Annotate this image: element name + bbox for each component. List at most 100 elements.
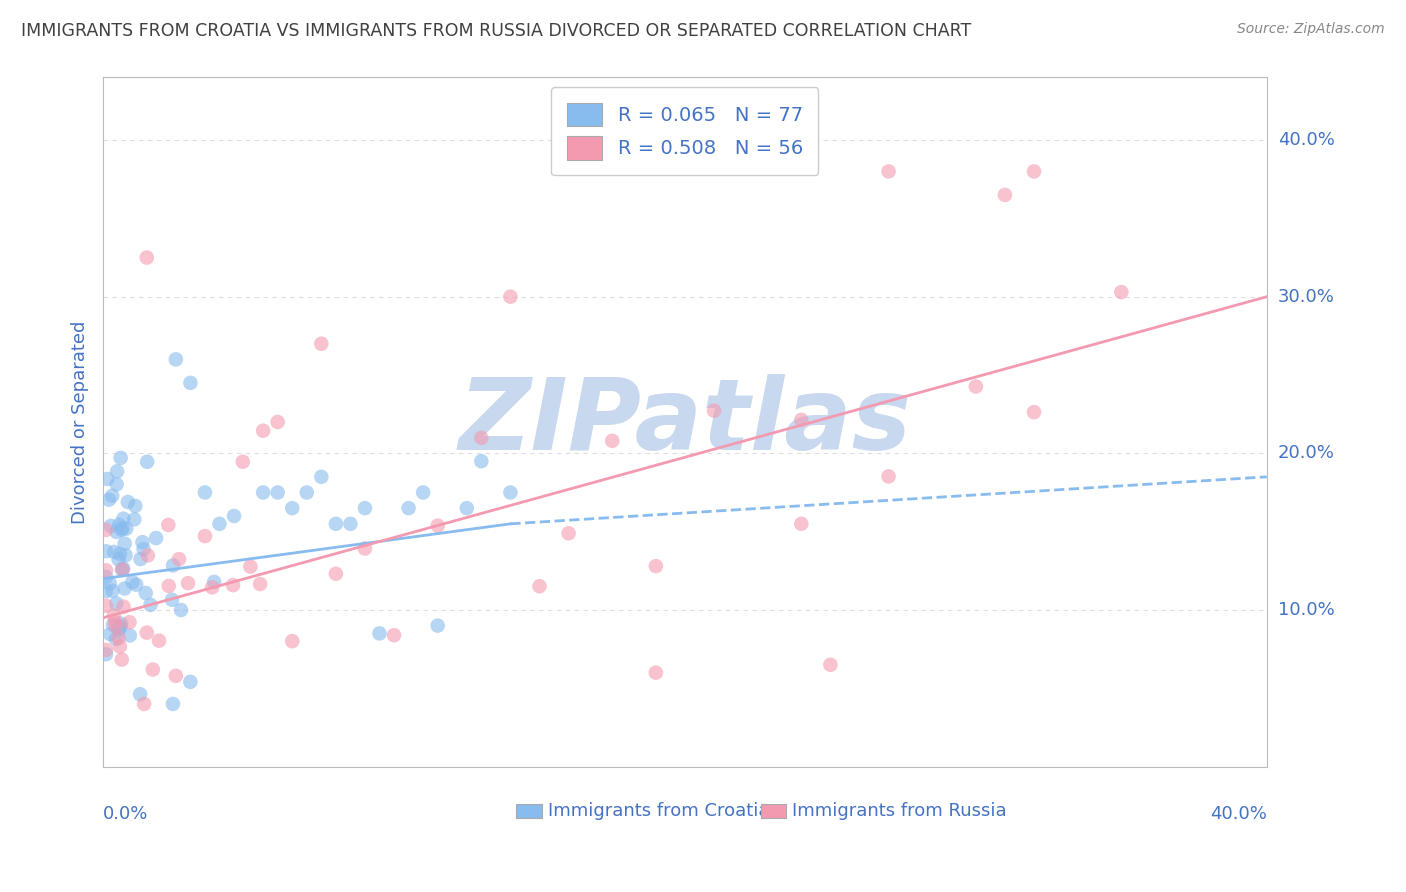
FancyBboxPatch shape [761,805,786,818]
Point [311,470,333,484]
Point [105,464,128,478]
Text: Source: ZipAtlas.com: Source: ZipAtlas.com [1237,22,1385,37]
Point [112,599,135,614]
Point [412,485,434,500]
Point [104,632,127,646]
Point [97,492,120,507]
Point [165,352,187,367]
Point [111,562,134,576]
Point [644,559,666,574]
Point [145,531,167,545]
Point [135,586,157,600]
Point [94,544,117,558]
Point [105,597,128,611]
Point [790,413,813,427]
Point [470,454,492,468]
Point [1022,164,1045,178]
Point [499,485,522,500]
Point [131,535,153,549]
Point [790,516,813,531]
Point [117,495,139,509]
Point [368,626,391,640]
Point [252,485,274,500]
Text: Immigrants from Russia: Immigrants from Russia [792,803,1007,821]
Point [222,508,245,523]
Point [194,485,217,500]
Point [529,579,551,593]
Point [107,552,129,566]
Point [94,584,117,599]
Point [281,501,304,516]
Point [162,558,184,573]
Point [108,517,131,532]
Point [499,290,522,304]
Point [96,472,118,486]
Text: 30.0%: 30.0% [1278,288,1334,306]
Point [194,529,217,543]
Point [644,665,666,680]
Point [339,516,361,531]
Text: IMMIGRANTS FROM CROATIA VS IMMIGRANTS FROM RUSSIA DIVORCED OR SEPARATED CORRELAT: IMMIGRANTS FROM CROATIA VS IMMIGRANTS FR… [21,22,972,40]
Point [111,563,134,577]
Point [108,621,131,635]
Point [103,608,125,623]
Point [114,536,136,550]
Point [139,598,162,612]
Text: Immigrants from Croatia: Immigrants from Croatia [548,803,769,821]
Legend: R = 0.065   N = 77, R = 0.508   N = 56: R = 0.065 N = 77, R = 0.508 N = 56 [551,87,818,176]
Point [125,577,148,591]
Point [965,379,987,393]
Point [132,542,155,557]
Point [136,549,159,563]
Point [877,469,900,483]
Point [108,547,131,561]
Point [382,628,405,642]
Point [110,523,132,537]
Text: 0.0%: 0.0% [103,805,149,823]
Point [208,516,231,531]
Point [202,574,225,589]
Point [354,501,377,516]
Point [179,376,201,390]
Point [162,697,184,711]
Point [877,164,900,178]
Point [325,516,347,531]
Text: 40.0%: 40.0% [1211,805,1267,823]
Point [110,619,132,633]
Point [557,526,579,541]
Point [94,563,117,577]
Text: ZIPatlas: ZIPatlas [458,374,911,470]
Point [114,582,136,596]
Point [135,625,157,640]
Point [124,512,146,526]
Point [121,575,143,590]
Point [94,647,117,661]
Y-axis label: Divorced or Separated: Divorced or Separated [72,320,89,524]
Point [600,434,623,448]
Point [354,541,377,556]
Point [426,518,449,533]
Text: 10.0%: 10.0% [1278,601,1334,619]
Point [98,576,121,591]
Point [252,424,274,438]
Point [94,523,117,537]
Point [222,578,245,592]
Point [232,455,254,469]
Point [148,633,170,648]
Point [157,517,180,532]
Point [157,579,180,593]
Point [470,431,492,445]
Point [426,618,449,632]
Point [105,477,128,491]
Point [142,663,165,677]
FancyBboxPatch shape [516,805,541,818]
Point [94,570,117,584]
Point [167,552,190,566]
Point [100,519,122,533]
Point [107,623,129,637]
Point [129,687,152,701]
Point [281,634,304,648]
Point [136,455,159,469]
Point [94,643,117,657]
Point [295,485,318,500]
